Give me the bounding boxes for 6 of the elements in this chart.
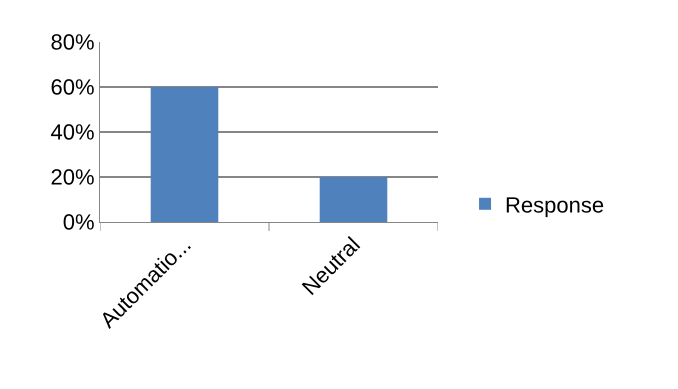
y-tick-label: 20% bbox=[50, 164, 95, 190]
y-tick-label: 60% bbox=[50, 74, 95, 100]
y-tick-label: 80% bbox=[50, 30, 95, 55]
y-tick-label: 40% bbox=[50, 120, 95, 145]
legend-label: Response bbox=[505, 192, 604, 218]
y-tick-label: 0% bbox=[62, 210, 95, 235]
